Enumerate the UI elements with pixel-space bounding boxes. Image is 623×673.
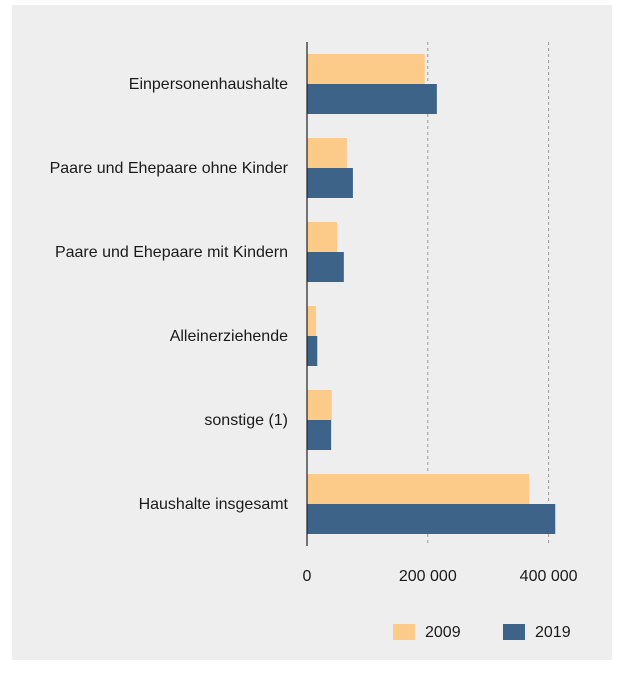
bar (307, 306, 317, 336)
bar (307, 54, 425, 84)
category-label: Paare und Ehepaare ohne Kinder (49, 159, 288, 177)
bar (307, 420, 332, 450)
bar (307, 390, 332, 420)
x-tick-label: 0 (303, 568, 312, 585)
category-label: Haushalte insgesamt (138, 495, 288, 513)
legend-label: 2019 (535, 624, 571, 641)
legend-swatch (393, 624, 415, 640)
bar (307, 168, 353, 198)
x-tick-label: 400 000 (520, 568, 578, 585)
category-label: sonstige (1) (204, 411, 288, 429)
category-label: Einpersonenhaushalte (128, 75, 288, 93)
category-label: Alleinerziehende (169, 327, 288, 345)
bar (307, 336, 318, 366)
bar (307, 222, 338, 252)
category-label: Paare und Ehepaare mit Kindern (54, 243, 288, 261)
legend-swatch (503, 624, 525, 640)
bar (307, 84, 437, 114)
bar (307, 138, 347, 168)
bar (307, 504, 556, 534)
bar (307, 252, 344, 282)
x-tick-label: 200 000 (399, 568, 457, 585)
legend-label: 2009 (425, 624, 461, 641)
bar (307, 474, 530, 504)
